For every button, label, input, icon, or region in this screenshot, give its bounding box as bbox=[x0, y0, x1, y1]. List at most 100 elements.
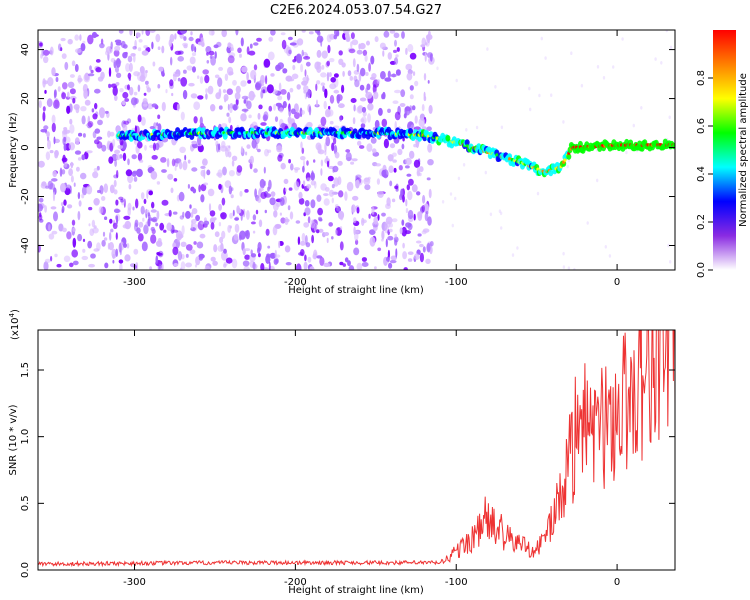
noise-speckle bbox=[342, 70, 345, 77]
noise-speckle bbox=[361, 257, 367, 262]
noise-speckle bbox=[202, 69, 209, 75]
noise-speckle bbox=[411, 184, 418, 193]
noise-speckle bbox=[325, 108, 331, 118]
noise-speckle bbox=[408, 178, 414, 186]
noise-speckle bbox=[226, 88, 233, 95]
noise-speckle bbox=[329, 83, 337, 90]
noise-speckle bbox=[123, 243, 127, 248]
noise-speckle bbox=[394, 89, 401, 94]
noise-speckle bbox=[301, 147, 305, 154]
noise-speckle bbox=[285, 262, 292, 266]
noise-speckle bbox=[64, 61, 69, 71]
noise-speckle bbox=[38, 197, 44, 203]
noise-speckle bbox=[200, 165, 206, 169]
noise-speckle bbox=[57, 86, 61, 92]
noise-speckle bbox=[191, 220, 194, 230]
noise-speckle bbox=[42, 111, 46, 122]
noise-speckle bbox=[417, 211, 423, 219]
noise-speckle bbox=[128, 77, 131, 81]
noise-speckle bbox=[123, 120, 130, 126]
noise-speckle bbox=[319, 256, 325, 266]
signal-blob bbox=[671, 142, 675, 150]
noise-speckle bbox=[405, 47, 408, 56]
noise-speckle bbox=[486, 47, 489, 51]
noise-speckle bbox=[353, 247, 360, 256]
noise-speckle bbox=[60, 37, 66, 42]
noise-speckle bbox=[377, 247, 382, 252]
noise-speckle bbox=[246, 100, 252, 110]
noise-speckle bbox=[246, 210, 250, 220]
noise-speckle bbox=[320, 168, 323, 176]
noise-speckle bbox=[388, 165, 394, 173]
noise-speckle bbox=[60, 202, 64, 207]
noise-speckle bbox=[406, 173, 412, 177]
noise-speckle bbox=[159, 140, 162, 149]
colorbar-ticks: 0.0 0.2 0.4 0.6 0.8 bbox=[696, 70, 713, 278]
noise-speckle bbox=[244, 189, 249, 193]
noise-speckle bbox=[67, 204, 73, 209]
noise-speckle bbox=[232, 209, 235, 217]
y-tick-label: 0 bbox=[20, 144, 31, 150]
noise-speckle bbox=[345, 149, 351, 153]
noise-speckle bbox=[362, 49, 368, 57]
noise-speckle bbox=[218, 222, 222, 227]
noise-speckle bbox=[393, 49, 397, 54]
noise-speckle bbox=[341, 84, 345, 94]
noise-speckle bbox=[47, 77, 54, 87]
noise-speckle bbox=[127, 202, 132, 211]
noise-speckle bbox=[348, 48, 356, 54]
noise-speckle bbox=[197, 41, 203, 46]
noise-speckle bbox=[324, 88, 328, 99]
noise-speckle bbox=[374, 119, 380, 129]
noise-speckle bbox=[143, 224, 149, 235]
noise-speckle bbox=[336, 31, 340, 37]
noise-speckle bbox=[298, 191, 303, 199]
noise-speckle bbox=[301, 110, 305, 115]
noise-speckle bbox=[43, 56, 49, 64]
noise-speckle bbox=[395, 69, 401, 76]
noise-speckle bbox=[222, 166, 227, 176]
noise-speckle bbox=[407, 44, 414, 53]
noise-speckle bbox=[109, 131, 115, 137]
noise-speckle bbox=[344, 191, 348, 201]
noise-speckle bbox=[185, 244, 193, 251]
noise-speckle bbox=[171, 92, 174, 97]
noise-speckle bbox=[242, 260, 250, 267]
noise-speckle bbox=[236, 208, 242, 214]
noise-speckle bbox=[328, 189, 335, 197]
noise-speckle bbox=[71, 219, 76, 226]
noise-speckle bbox=[387, 249, 390, 259]
noise-speckle bbox=[61, 227, 67, 233]
noise-speckle bbox=[307, 88, 311, 96]
noise-speckle bbox=[665, 30, 668, 33]
noise-speckle bbox=[217, 77, 223, 88]
noise-speckle bbox=[218, 66, 224, 71]
noise-speckle bbox=[315, 83, 318, 92]
noise-speckle bbox=[174, 166, 177, 171]
noise-speckle bbox=[112, 259, 115, 264]
noise-speckle bbox=[227, 55, 235, 64]
noise-speckle bbox=[405, 199, 408, 207]
y-tick-label: 0.5 bbox=[20, 495, 31, 511]
noise-speckle bbox=[329, 94, 335, 104]
noise-speckle bbox=[158, 66, 164, 72]
noise-speckle bbox=[266, 84, 274, 94]
noise-speckle bbox=[229, 212, 234, 219]
noise-speckle bbox=[259, 178, 266, 189]
noise-speckle bbox=[120, 40, 126, 49]
noise-speckle bbox=[258, 104, 263, 110]
noise-speckle bbox=[77, 157, 82, 161]
noise-speckle bbox=[202, 158, 208, 166]
noise-speckle bbox=[304, 207, 311, 216]
noise-speckle bbox=[310, 199, 316, 209]
noise-speckle bbox=[409, 105, 413, 114]
noise-speckle bbox=[421, 104, 425, 112]
noise-speckle bbox=[150, 234, 157, 244]
noise-speckle bbox=[177, 77, 181, 82]
noise-speckle bbox=[54, 153, 59, 159]
noise-speckle bbox=[390, 73, 397, 78]
noise-speckle bbox=[43, 261, 49, 270]
noise-speckle bbox=[373, 216, 379, 225]
noise-speckle bbox=[200, 183, 207, 192]
noise-speckle bbox=[173, 178, 178, 182]
